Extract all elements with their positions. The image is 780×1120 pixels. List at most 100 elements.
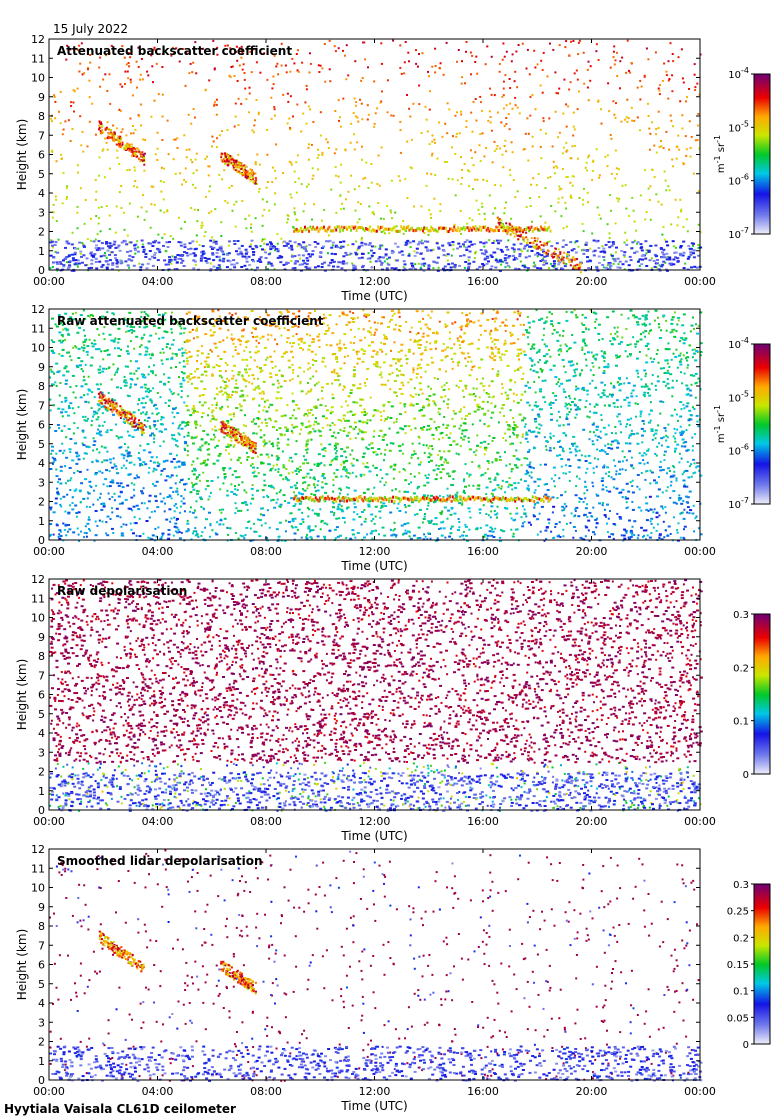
y-tick-label: 5 xyxy=(38,168,45,181)
y-tick-label: 2 xyxy=(38,1036,45,1049)
y-tick-label: 10 xyxy=(31,612,45,625)
y-tick-label: 1 xyxy=(38,785,45,798)
y-tick-label: 1 xyxy=(38,1055,45,1068)
colorbar xyxy=(754,344,770,505)
y-tick-label: 8 xyxy=(38,650,45,663)
y-tick-label: 2 xyxy=(38,766,45,779)
panel-title: Smoothed lidar depolarisation xyxy=(57,854,263,868)
colorbar-tick-label: 10-7 xyxy=(728,496,749,511)
x-tick-label: 00:00 xyxy=(33,1085,65,1098)
colorbar-tick-label: 0.1 xyxy=(733,987,749,998)
y-tick-label: 3 xyxy=(38,1016,45,1029)
y-tick-label: 1 xyxy=(38,515,45,528)
y-tick-label: 5 xyxy=(38,708,45,721)
y-tick-label: 11 xyxy=(31,592,45,605)
y-tick-label: 6 xyxy=(38,689,45,702)
x-axis-label: Time (UTC) xyxy=(340,289,407,303)
colorbar-tick-label: 10-6 xyxy=(728,173,749,188)
y-tick-label: 1 xyxy=(38,245,45,258)
x-axis-label: Time (UTC) xyxy=(340,559,407,573)
y-tick-label: 6 xyxy=(38,149,45,162)
colorbar-tick-label: 0.3 xyxy=(733,610,749,621)
y-tick-label: 12 xyxy=(31,303,45,316)
y-axis-label: Height (km) xyxy=(15,389,29,460)
colorbar-tick-label: 0.3 xyxy=(733,880,749,891)
colorbar-tick-label: 0.15 xyxy=(727,960,749,971)
y-tick-label: 11 xyxy=(31,862,45,875)
colorbar-tick-label: 10-5 xyxy=(728,389,749,404)
data-field xyxy=(49,579,703,812)
colorbar xyxy=(754,614,770,775)
y-tick-label: 3 xyxy=(38,476,45,489)
x-tick-label: 08:00 xyxy=(250,815,282,828)
y-tick-label: 4 xyxy=(38,457,45,470)
x-tick-label: 16:00 xyxy=(467,545,499,558)
plot-area xyxy=(49,579,700,810)
date-label: 15 July 2022 xyxy=(53,22,128,36)
y-tick-label: 3 xyxy=(38,206,45,219)
x-axis-label: Time (UTC) xyxy=(340,1099,407,1113)
y-tick-label: 0 xyxy=(38,264,45,277)
colorbar-frame xyxy=(753,343,771,505)
y-axis-label: Height (km) xyxy=(15,929,29,1000)
y-axis-label: Height (km) xyxy=(15,659,29,730)
y-tick-label: 11 xyxy=(31,322,45,335)
colorbar-tick-label: 0.25 xyxy=(727,907,749,918)
x-tick-label: 04:00 xyxy=(142,545,174,558)
colorbar-tick-label: 0.2 xyxy=(733,663,749,674)
y-tick-label: 2 xyxy=(38,226,45,239)
x-tick-label: 00:00 xyxy=(33,545,65,558)
footer-label: Hyytiala Vaisala CL61D ceilometer xyxy=(4,1102,236,1116)
colorbar-unit: m-1​ sr-1​ xyxy=(713,135,727,173)
y-tick-label: 0 xyxy=(38,534,45,547)
x-tick-label: 08:00 xyxy=(250,275,282,288)
data-field xyxy=(49,309,703,542)
x-tick-label: 04:00 xyxy=(142,275,174,288)
x-tick-label: 12:00 xyxy=(359,815,391,828)
y-tick-label: 10 xyxy=(31,342,45,355)
data-field xyxy=(49,849,703,1082)
x-tick-label: 08:00 xyxy=(250,1085,282,1098)
plot-area xyxy=(49,849,700,1080)
x-tick-label: 20:00 xyxy=(576,275,608,288)
colorbar-tick-label: 0.05 xyxy=(727,1013,749,1024)
colorbar-tick-label: 0.1 xyxy=(733,717,749,728)
y-tick-label: 11 xyxy=(31,52,45,65)
y-tick-label: 7 xyxy=(38,939,45,952)
y-tick-label: 5 xyxy=(38,438,45,451)
y-tick-label: 8 xyxy=(38,110,45,123)
colorbar-tick-label: 10-7 xyxy=(728,226,749,241)
panel-2: Raw attenuated backscatter coefficient 0 1… xyxy=(15,303,771,573)
panel-4: Smoothed lidar depolarisation01234567891… xyxy=(15,843,771,1113)
colorbar-tick-label: 10-4 xyxy=(728,66,749,81)
x-tick-label: 16:00 xyxy=(467,815,499,828)
panel-title: Attenuated backscatter coefficient xyxy=(57,44,292,58)
y-tick-label: 4 xyxy=(38,187,45,200)
x-tick-label: 12:00 xyxy=(359,545,391,558)
x-tick-label: 04:00 xyxy=(142,1085,174,1098)
y-tick-label: 5 xyxy=(38,978,45,991)
x-tick-label: 00:00 xyxy=(684,545,716,558)
y-axis-label: Height (km) xyxy=(15,119,29,190)
y-tick-label: 9 xyxy=(38,631,45,644)
colorbar-tick-label: 10-4 xyxy=(728,336,749,351)
panel-title: Raw attenuated backscatter coefficient xyxy=(57,314,324,328)
y-tick-label: 9 xyxy=(38,901,45,914)
colorbar-tick-label: 0 xyxy=(743,1040,749,1051)
plot-area xyxy=(49,39,700,270)
y-tick-label: 9 xyxy=(38,91,45,104)
colorbar-tick-label: 10-6 xyxy=(728,443,749,458)
data-field xyxy=(49,39,703,274)
y-tick-label: 12 xyxy=(31,843,45,856)
colorbar xyxy=(754,74,770,235)
x-tick-label: 20:00 xyxy=(576,545,608,558)
y-tick-label: 12 xyxy=(31,573,45,586)
x-tick-label: 00:00 xyxy=(33,815,65,828)
x-axis-label: Time (UTC) xyxy=(340,829,407,843)
y-tick-label: 4 xyxy=(38,997,45,1010)
colorbar-frame xyxy=(753,73,771,235)
y-tick-label: 7 xyxy=(38,669,45,682)
colorbar-tick-label: 0 xyxy=(743,770,749,781)
